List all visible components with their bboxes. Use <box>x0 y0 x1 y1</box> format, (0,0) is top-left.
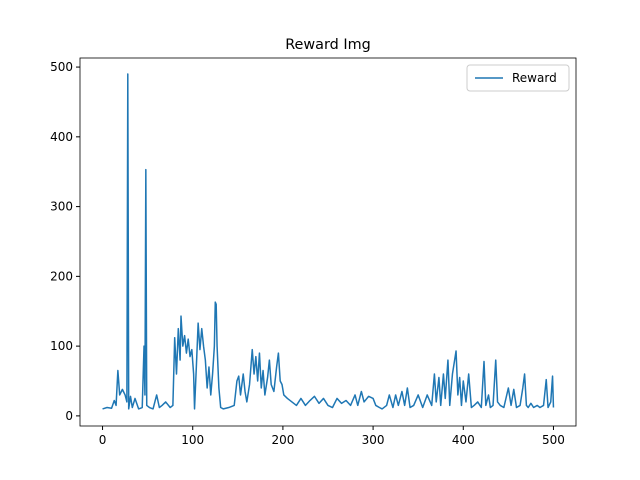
y-tick-label: 200 <box>50 269 73 283</box>
legend-label: Reward <box>512 71 557 85</box>
x-tick-label: 400 <box>452 433 475 447</box>
y-tick-label: 300 <box>50 200 73 214</box>
y-tick-label: 0 <box>65 409 73 423</box>
plot-frame <box>79 57 577 427</box>
y-tick-label: 100 <box>50 339 73 353</box>
legend-box <box>466 64 570 92</box>
y-tick-label: 500 <box>50 60 73 74</box>
line <box>102 73 555 410</box>
x-tick-label: 200 <box>271 433 294 447</box>
x-tick-label: 0 <box>99 433 107 447</box>
x-tick-label: 300 <box>362 433 385 447</box>
y-tick-label: 400 <box>50 130 73 144</box>
chart-title: Reward Img <box>285 37 371 53</box>
x-tick-label: 100 <box>181 433 204 447</box>
x-tick-label: 500 <box>542 433 565 447</box>
